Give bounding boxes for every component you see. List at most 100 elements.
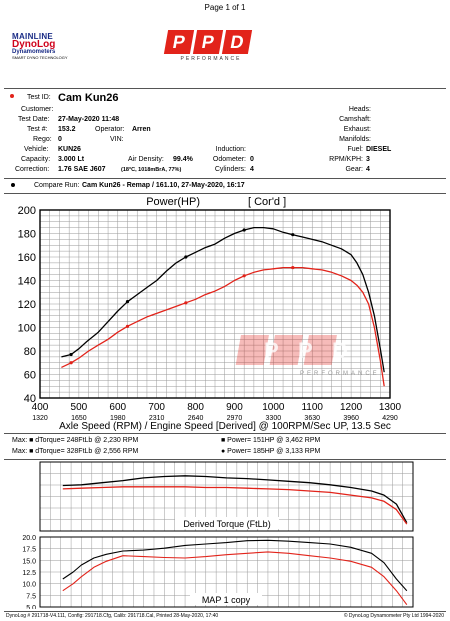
camshaft-label: Camshaft: <box>339 116 371 123</box>
x-tick-label: 500 <box>71 402 88 413</box>
series-line-red <box>62 551 408 606</box>
series-line-red <box>62 486 408 525</box>
stats-top-divider <box>4 433 446 434</box>
x-tick-engine-label: 3300 <box>266 415 282 422</box>
map-y-tick-label: 15.0 <box>22 558 36 565</box>
map-y-tick-label: 10.0 <box>22 582 36 589</box>
series-marker <box>184 255 188 259</box>
mainline-text: MAINLINE <box>12 32 54 41</box>
dynolog-text: DynoLog <box>12 39 56 50</box>
operator-value: Arren <box>132 126 151 133</box>
series-marker <box>69 352 73 357</box>
correction-note: (18°C, 1018mBrA, 77%) <box>121 167 182 173</box>
power-plot-frame <box>39 209 391 399</box>
ppd-watermark-text: PERFORMANCE <box>300 371 380 377</box>
footer-divider <box>4 611 446 612</box>
map-plot-frame <box>39 536 414 608</box>
correction-label: Correction: <box>15 166 50 173</box>
page-label: Page 1 of 1 <box>204 3 246 12</box>
series-marker <box>291 265 295 270</box>
map-y-ticks: 5.0 7.5 10.0 12.5 15.0 17.5 20.0 <box>22 535 36 609</box>
test-no-value: 153.2 <box>58 126 76 133</box>
x-tick-engine-label: 2640 <box>188 415 204 422</box>
power-y-ticks: 40 60 80 100 120 140 160 180 200 <box>18 205 36 405</box>
x-tick-engine-label: 3960 <box>343 415 359 422</box>
cylinders-label: Cylinders: <box>214 166 246 173</box>
rpm-kph-value: 3 <box>366 156 370 163</box>
compare-bullet <box>11 183 15 187</box>
map-y-tick-label: 12.5 <box>22 570 36 577</box>
test-id-bullet <box>10 94 14 98</box>
operator-label: Operator: <box>95 126 125 133</box>
torque-title: Derived Torque (FtLb) <box>183 519 270 529</box>
vehicle-value: KUN26 <box>58 146 81 153</box>
map-y-tick-label: 17.5 <box>22 547 36 554</box>
power-series <box>61 226 385 387</box>
x-tick-label: 600 <box>109 402 126 413</box>
x-tick-engine-label: 4290 <box>382 415 398 422</box>
series-line-black <box>62 475 408 524</box>
x-tick-label: 1200 <box>340 402 363 413</box>
power-chart: P P D PERFORMANCE Power(HP) [ Cor'd ] 40… <box>18 196 402 432</box>
y-tick-label: 120 <box>18 299 36 311</box>
tagline-text: SMART DYNO TECHNOLOGY <box>12 55 68 60</box>
series-marker <box>125 324 130 328</box>
power-grid <box>39 209 391 399</box>
y-tick-label: 80 <box>24 346 36 358</box>
ppd-performance-text: PERFORMANCE <box>180 56 242 62</box>
compare-value: Cam Kun26 - Remap / 161.10, 27-May-2020,… <box>82 182 245 189</box>
rego-label: Rego: <box>33 136 52 143</box>
test-no-label: Test #: <box>27 126 48 133</box>
compare-label: Compare Run: <box>34 182 80 189</box>
x-tick-engine-label: 2310 <box>149 415 165 422</box>
cylinders-value: 4 <box>250 166 254 173</box>
ppd-watermark-d: D <box>332 338 348 363</box>
vin-label: VIN: <box>110 136 124 143</box>
x-tick-engine-label: 2970 <box>227 415 243 422</box>
x-tick-engine-label: 3630 <box>304 415 320 422</box>
x-tick-label: 800 <box>187 402 204 413</box>
ppd-letter-2: P <box>192 30 224 54</box>
ppd-letter-3: D <box>221 30 253 54</box>
footer-right: © DynoLog Dynamometer Pty Ltd 1994-2020 <box>343 613 444 619</box>
customer-label: Customer: <box>21 106 54 113</box>
power-title: Power(HP) <box>146 196 200 208</box>
heads-label: Heads: <box>348 106 371 113</box>
ppd-watermark-p1: P <box>264 338 279 363</box>
dynamometers-text: Dynamometers <box>12 49 56 55</box>
manifolds-label: Manifolds: <box>339 136 371 143</box>
black-torque-stat: Max: ■ dTorque= 328FtLb @ 2,556 RPM <box>12 448 139 455</box>
y-tick-label: 180 <box>18 229 36 241</box>
y-tick-label: 40 <box>24 393 36 405</box>
map-title: MAP 1 copy <box>202 595 251 605</box>
induction-label: Induction: <box>215 146 246 153</box>
compare-bottom-divider <box>4 193 446 194</box>
gear-value: 4 <box>366 166 370 173</box>
torque-plot-frame <box>39 461 414 532</box>
black-power-stat: ● Power= 185HP @ 3,133 RPM <box>221 448 321 455</box>
x-tick-label: 700 <box>148 402 165 413</box>
torque-series <box>62 475 408 525</box>
x-tick-label: 1100 <box>301 402 323 413</box>
series-line-red <box>61 266 385 387</box>
mainline-dynolog-logo: MAINLINE DynoLog Dynamometers SMART DYNO… <box>12 32 84 60</box>
compare-top-divider <box>4 178 446 179</box>
fuel-label: Fuel: <box>347 146 363 153</box>
x-tick-label: 900 <box>226 402 243 413</box>
series-marker <box>291 233 295 237</box>
fuel-value: DIESEL <box>366 146 392 153</box>
ppd-watermark <box>235 335 337 365</box>
correction-value: 1.76 SAE J607 <box>58 166 106 173</box>
test-date-label: Test Date: <box>18 116 50 123</box>
x-tick-label: 1000 <box>262 402 285 413</box>
red-torque-stat: Max: ■ dTorque= 248FtLb @ 2,230 RPM <box>12 437 139 444</box>
series-marker <box>125 300 130 304</box>
test-date-value: 27-May-2020 11:48 <box>58 116 120 123</box>
y-tick-label: 60 <box>24 370 36 382</box>
red-power-stat: ■ Power= 151HP @ 3,462 RPM <box>221 437 321 444</box>
series-marker <box>184 301 188 305</box>
series-line-black <box>62 539 408 592</box>
air-density-label: Air Density: <box>128 156 164 163</box>
y-tick-label: 100 <box>18 323 36 335</box>
stats-bottom-divider <box>4 459 446 460</box>
